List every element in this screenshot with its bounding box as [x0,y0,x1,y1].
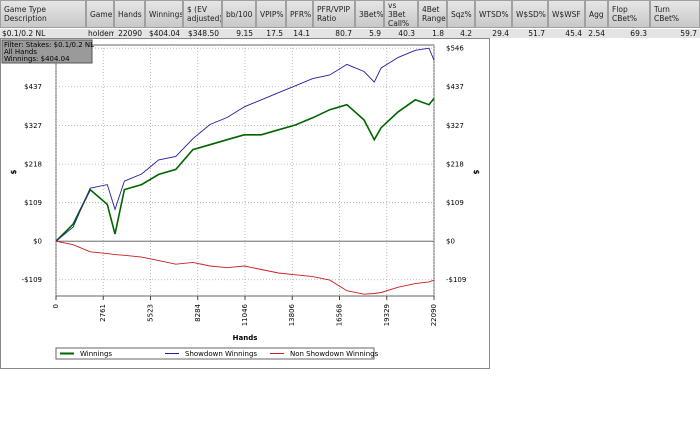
y2-tick-label: $0 [446,238,455,246]
legend [55,347,375,360]
header-row: Game Type Description Game Hands Winnings $ … [0,0,700,29]
cell: $0.1/0.2 NL [2,29,46,38]
line-series [55,240,435,295]
column-header[interactable]: 3Bet% [355,0,384,28]
cell: 9.15 [236,29,253,38]
column-header[interactable]: $ (EV adjusted) [183,0,222,28]
y-tick-label: -$109 [22,276,42,284]
column-header[interactable]: bb/100 [222,0,256,28]
x-tick-label: 19329 [383,304,391,326]
y2-axis-label: $ [472,170,480,175]
column-header[interactable]: PFR% [286,0,313,28]
column-header[interactable]: Sqz% [447,0,475,28]
x-tick-label: 11046 [241,303,249,326]
x-axis-label: Hands [233,334,258,342]
cell: 4.2 [460,29,472,38]
cell: 40.3 [398,29,415,38]
legend-label: Non Showdown Winnings [290,350,379,358]
cell: 59.7 [680,29,697,38]
cell: 80.7 [335,29,352,38]
cell: 29.4 [492,29,509,38]
column-header[interactable]: Game [86,0,114,28]
column-header[interactable]: vs 3Bet Call% [384,0,418,28]
cell: 51.7 [528,29,545,38]
y-tick-label: $0 [33,238,42,246]
cell: $348.50 [187,29,219,38]
filter-text: Winnings: $404.04 [4,55,70,63]
cell: 1.8 [432,29,444,38]
column-header[interactable]: Flop CBet% [608,0,650,28]
column-header[interactable]: VPIP% [256,0,286,28]
legend-label: Showdown Winnings [185,350,257,358]
line-series [55,97,435,242]
column-header[interactable]: WTSD% [475,0,512,28]
x-tick-label: 5523 [147,304,155,322]
filter-box [1,39,93,64]
x-tick-label: 22090 [430,304,438,326]
column-header[interactable]: Hands [114,0,145,28]
y2-tick-label: $327 [446,122,464,130]
y-tick-label: $218 [24,161,42,169]
cell: 2.54 [588,29,605,38]
column-header[interactable]: PFR/VPIP Ratio [313,0,355,28]
column-header[interactable]: Agg [585,0,608,28]
column-header[interactable]: 4Bet Range [418,0,447,28]
cell: 69.3 [630,29,647,38]
y-tick-label: $109 [24,199,42,207]
cell: 5.9 [369,29,381,38]
cell: $404.04 [148,29,180,38]
column-header[interactable]: W$SD% [512,0,548,28]
column-header[interactable]: Winnings [145,0,183,28]
y2-tick-label: $109 [446,199,464,207]
x-tick-label: 2761 [99,304,107,322]
column-header[interactable]: W$WSF [548,0,585,28]
x-tick-label: 0 [52,304,60,308]
column-header[interactable]: Game Type Description [0,0,86,28]
x-tick-label: 16568 [336,304,344,326]
y-tick-label: $437 [24,83,42,91]
cell: 14.1 [293,29,310,38]
y-axis-label: $ [10,169,18,174]
filter-text: All Hands [4,48,37,56]
cell: 22090 [118,29,142,38]
cell: 45.4 [565,29,582,38]
y2-tick-label: $546 [446,45,464,53]
y-tick-label: $327 [24,122,42,130]
data-row: $0.1/0.2 NL holdem 22090 $404.04 $348.50 9.15… [0,29,700,38]
x-tick-label: 13806 [288,303,296,326]
legend-label: Winnings [80,350,112,358]
column-header[interactable]: Turn CBet% [650,0,700,28]
cell: 17.5 [266,29,283,38]
y2-tick-label: $437 [446,83,464,91]
cell: holdem [88,29,114,38]
filter-text: Filter: Stakes: $0.1/0.2 NL [4,41,94,49]
line-series [55,47,435,242]
x-tick-label: 8284 [194,303,202,321]
y2-tick-label: -$109 [446,276,466,284]
y2-tick-label: $218 [446,161,464,169]
